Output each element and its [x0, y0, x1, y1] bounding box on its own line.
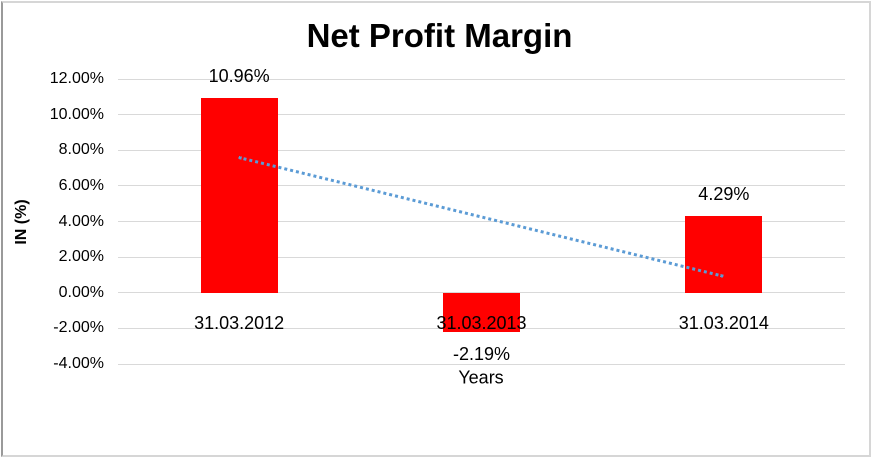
- y-tick-label: -4.00%: [53, 355, 104, 372]
- category-label: 31.03.2013: [436, 312, 527, 333]
- y-tick-label: -2.00%: [53, 319, 104, 337]
- gridline: [118, 78, 845, 80]
- gridline: [118, 185, 845, 187]
- category-label: 31.03.2012: [194, 312, 285, 333]
- trendline[interactable]: [238, 155, 724, 278]
- bar[interactable]: [200, 97, 278, 293]
- data-label: 10.96%: [208, 65, 270, 86]
- y-tick-label: 2.00%: [58, 248, 104, 266]
- gridline: [118, 149, 845, 151]
- gridline: [118, 114, 845, 116]
- gridline: [118, 221, 845, 222]
- bar[interactable]: [443, 292, 520, 332]
- y-tick-label: 0.00%: [58, 283, 104, 301]
- chart-title: Net Profit Margin: [306, 17, 573, 54]
- category-label: 31.03.2014: [678, 312, 769, 333]
- x-axis-title: Years: [458, 367, 504, 388]
- y-tick-label: 4.00%: [58, 212, 104, 230]
- gridline: [118, 363, 845, 365]
- y-tick-label: 8.00%: [58, 141, 104, 159]
- data-label: 4.29%: [698, 184, 750, 205]
- y-tick-label: 10.00%: [49, 105, 104, 123]
- y-tick-label: 12.00%: [49, 70, 104, 87]
- data-label: -2.19%: [452, 343, 511, 364]
- gridline: [118, 256, 845, 258]
- y-tick-label: 6.00%: [58, 176, 104, 194]
- bar[interactable]: [685, 216, 763, 293]
